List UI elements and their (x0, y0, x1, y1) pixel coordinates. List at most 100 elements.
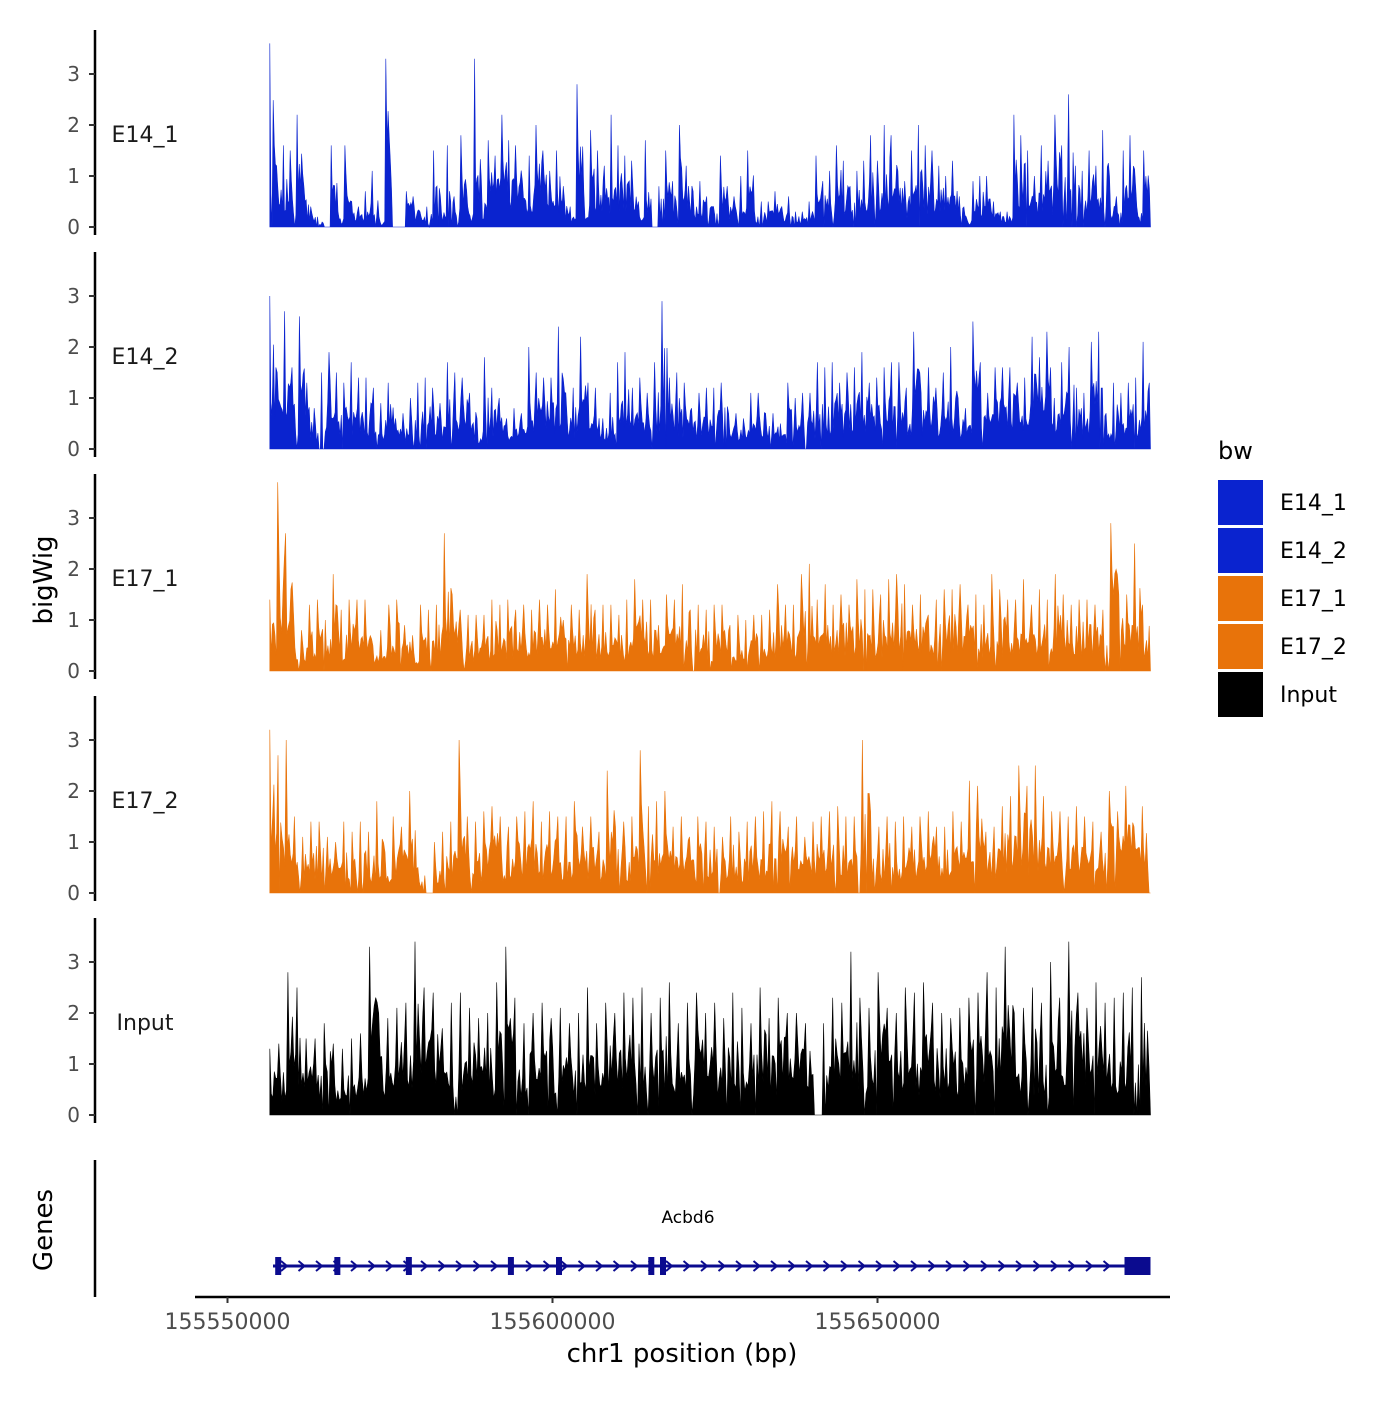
track-panel-Input: 0 1 2 3 Input (67, 918, 1151, 1127)
track-panel-E17_2: 0 1 2 3 E17_2 (67, 696, 1151, 905)
exon-block (660, 1257, 666, 1275)
strand-chevron (997, 1260, 1007, 1272)
strand-chevron (770, 1260, 779, 1272)
strand-chevron (595, 1260, 604, 1272)
strand-chevron (752, 1260, 762, 1272)
strand-chevron (472, 1260, 482, 1272)
gene-panel: Acbd6 (93, 1160, 1151, 1297)
strand-chevron (910, 1260, 919, 1272)
strand-chevron (525, 1260, 534, 1272)
strand-chevron (875, 1260, 884, 1272)
y-tick-label: 1 (67, 608, 80, 632)
y-tick-label: 2 (67, 779, 80, 803)
y-tick-label: 2 (67, 113, 80, 137)
track-label-Input: Input (117, 1011, 174, 1036)
strand-chevron (980, 1260, 989, 1272)
strand-chevron (437, 1260, 447, 1272)
signal-area-E17_2 (269, 729, 1151, 894)
bigwig-tracks: 0 1 2 3 E14_1 0 1 2 3 E14_2 0 1 2 3 E17_1 0 1 2 3 E17_2 0 1 2 3… (67, 30, 1151, 1127)
utr-block (1124, 1257, 1151, 1275)
x-tick-label: 155600000 (490, 1310, 616, 1335)
y-axis-title-genes: Genes (29, 1189, 59, 1271)
legend-title: bw (1218, 437, 1253, 465)
legend-key-E17_1 (1218, 576, 1263, 621)
strand-chevron (892, 1260, 902, 1272)
y-axis-title-bigwig: bigWig (29, 535, 59, 624)
strand-chevron (945, 1260, 954, 1272)
track-panel-E17_1: 0 1 2 3 E17_1 (67, 474, 1151, 683)
legend-key-E17_2 (1218, 624, 1263, 669)
strand-chevron (490, 1260, 499, 1272)
strand-chevron (1085, 1260, 1094, 1272)
track-label-E17_1: E17_1 (112, 567, 179, 592)
strand-chevron (367, 1260, 377, 1272)
strand-chevron (857, 1260, 867, 1272)
legend: bw E14_1 E14_2 E17_1 E17_2 Input (1218, 437, 1347, 717)
strand-chevron (665, 1260, 674, 1272)
strand-chevron (1102, 1260, 1112, 1272)
strand-chevron (1015, 1260, 1024, 1272)
strand-chevron (420, 1260, 429, 1272)
strand-chevron (455, 1260, 464, 1272)
strand-chevron (315, 1260, 324, 1272)
track-panel-E14_2: 0 1 2 3 E14_2 (67, 252, 1151, 461)
track-label-E14_1: E14_1 (112, 123, 179, 148)
strand-chevron (542, 1260, 552, 1272)
y-tick-label: 1 (67, 830, 80, 854)
strand-chevron (805, 1260, 814, 1272)
strand-chevron (297, 1260, 307, 1272)
strand-chevron (682, 1260, 692, 1272)
legend-label-E14_1: E14_1 (1280, 491, 1347, 516)
y-tick-label: 1 (67, 1052, 80, 1076)
signal-area-Input (269, 941, 1151, 1116)
y-tick-label: 2 (67, 1001, 80, 1025)
y-tick-label: 3 (67, 506, 80, 530)
exon-block (556, 1257, 562, 1275)
y-tick-label: 1 (67, 386, 80, 410)
x-tick-label: 155550000 (165, 1310, 291, 1335)
strand-chevron (840, 1260, 849, 1272)
strand-chevron (822, 1260, 832, 1272)
exon-block (275, 1257, 282, 1275)
legend-key-E14_1 (1218, 480, 1263, 525)
legend-label-E17_2: E17_2 (1280, 635, 1347, 660)
strand-chevron (560, 1260, 569, 1272)
track-label-E14_2: E14_2 (112, 345, 179, 370)
signal-area-E14_1 (269, 43, 1151, 229)
gene-label: Acbd6 (661, 1208, 714, 1228)
x-axis: 155550000 155600000 155650000 (165, 1295, 1170, 1335)
y-tick-label: 3 (67, 62, 80, 86)
exon-block (405, 1257, 412, 1275)
legend-label-E17_1: E17_1 (1280, 587, 1347, 612)
track-panel-E14_1: 0 1 2 3 E14_1 (67, 30, 1151, 239)
exon-block (648, 1257, 655, 1275)
y-tick-label: 3 (67, 728, 80, 752)
strand-chevron (612, 1260, 622, 1272)
exon-block (507, 1257, 514, 1275)
y-tick-label: 3 (67, 284, 80, 308)
strand-chevron (717, 1260, 727, 1272)
strand-chevron (927, 1260, 937, 1272)
x-tick-label: 155650000 (815, 1310, 941, 1335)
y-tick-label: 0 (67, 659, 80, 683)
strand-chevron (577, 1260, 587, 1272)
strand-chevron (787, 1260, 797, 1272)
strand-chevron (1067, 1260, 1077, 1272)
legend-key-Input (1218, 672, 1263, 717)
y-tick-label: 0 (67, 215, 80, 239)
strand-chevron (1050, 1260, 1059, 1272)
legend-key-E14_2 (1218, 528, 1263, 573)
strand-chevron (630, 1260, 639, 1272)
signal-area-E14_2 (269, 295, 1151, 450)
strand-chevron (280, 1260, 289, 1272)
legend-label-E14_2: E14_2 (1280, 539, 1347, 564)
signal-area-E17_1 (269, 482, 1151, 672)
strand-chevron (735, 1260, 744, 1272)
strand-chevron (962, 1260, 972, 1272)
y-tick-label: 2 (67, 557, 80, 581)
y-tick-label: 3 (67, 950, 80, 974)
strand-chevron (1032, 1260, 1042, 1272)
legend-label-Input: Input (1280, 683, 1337, 708)
